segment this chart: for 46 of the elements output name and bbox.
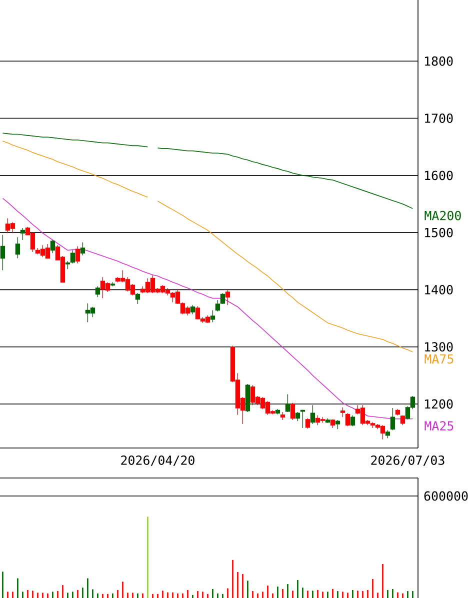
candlestick — [225, 290, 230, 306]
series-label: MA75 — [424, 354, 454, 364]
candlestick — [50, 240, 56, 254]
y-tick-label: 1600 — [425, 170, 453, 180]
candlestick — [110, 282, 116, 287]
candlestick — [0, 234, 6, 271]
candlestick — [300, 409, 306, 428]
candlestick — [75, 246, 80, 264]
candlestick — [15, 236, 20, 259]
candlestick — [335, 420, 340, 430]
y-tick-label: 1800 — [425, 56, 453, 66]
series-label: MA25 — [424, 421, 454, 431]
candlestick — [275, 408, 280, 415]
candlestick — [70, 250, 76, 264]
candlestick — [285, 394, 290, 412]
candlestick — [400, 415, 406, 426]
candlestick — [390, 408, 396, 431]
candlestick — [210, 310, 216, 323]
x-tick-label: 2026/07/03 — [371, 456, 444, 466]
candlestick — [245, 384, 250, 412]
candlestick — [135, 292, 140, 304]
y-tick-label: 1500 — [425, 228, 453, 238]
candlestick — [345, 412, 350, 427]
series-label: MA200 — [424, 210, 461, 220]
y-tick-label: 1400 — [425, 284, 453, 294]
candlestick — [325, 418, 330, 424]
candlestick — [95, 286, 100, 298]
candlestick — [80, 242, 86, 256]
y-tick-label: 1300 — [425, 342, 453, 352]
candlestick — [310, 404, 316, 424]
candlestick — [295, 412, 300, 422]
candlestick — [20, 228, 26, 240]
candlestick — [395, 408, 400, 416]
y-tick-label: 1700 — [425, 114, 453, 123]
candlestick — [280, 412, 286, 420]
candlestick — [305, 418, 310, 429]
candlestick — [350, 415, 356, 427]
candlestick — [340, 407, 346, 418]
y-tick-label: 1200 — [425, 399, 453, 409]
x-tick-label: 2026/04/20 — [121, 456, 194, 466]
candlestick — [385, 430, 390, 439]
candlestick — [65, 260, 70, 270]
candlestick — [190, 304, 196, 315]
candlestick — [330, 419, 336, 428]
y-tick-label: 600000 — [424, 491, 468, 501]
candlestick — [290, 402, 296, 420]
